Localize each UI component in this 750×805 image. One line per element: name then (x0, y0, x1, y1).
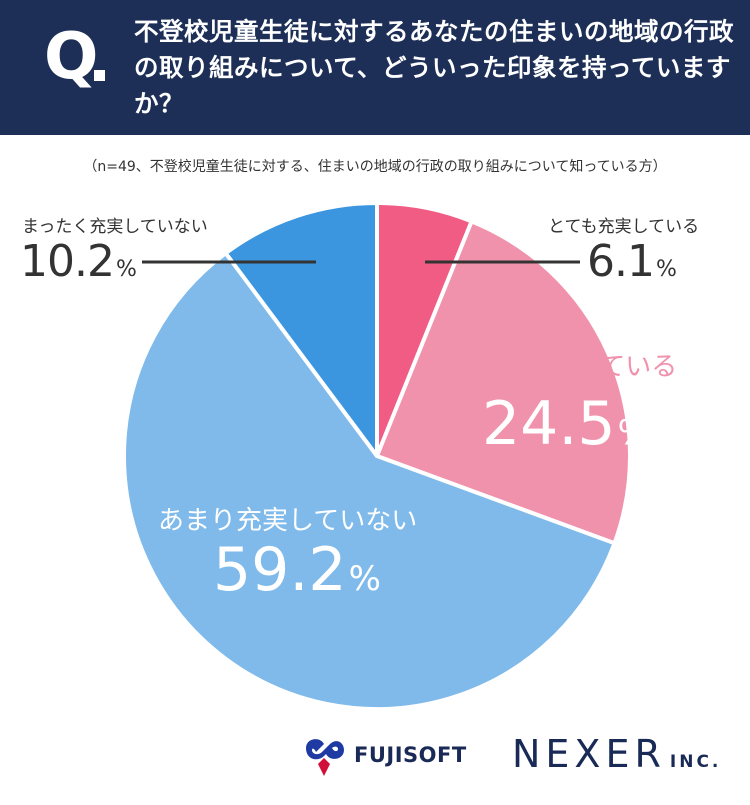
fujisoft-logo: FUJISOFT (302, 732, 467, 778)
pie-slice-not-at-all (223, 201, 379, 458)
pie-slice-not-much (122, 251, 617, 711)
slice-value-very: 6.1% (587, 240, 677, 284)
nexer-logo: NEXER INC. (512, 732, 721, 776)
sample-note: （n=49、不登校児童生徒に対する、住まいの地域の行政の取り組みについて知ってい… (83, 159, 667, 175)
fujisoft-wordmark: FUJISOFT (354, 743, 467, 767)
slice-value-not-at-all-number: 10.2 (20, 236, 115, 287)
slice-label-not-much: あまり充実していない (158, 506, 418, 536)
slice-value-not-much-unit: % (348, 559, 381, 599)
slice-value-not-at-all-unit: % (115, 257, 137, 282)
slice-label-very: とても充実している (548, 217, 700, 237)
nexer-suffix: INC. (669, 752, 722, 772)
slice-value-not-much: 59.2% (213, 538, 381, 602)
slice-value-somewhat-unit: % (617, 413, 650, 453)
slice-label-somewhat: ある程度充実している (418, 352, 678, 382)
slice-value-somewhat-number: 24.5 (482, 389, 616, 459)
q-dot (94, 70, 105, 81)
question-text: 不登校児童生徒に対するあなたの住まいの地域の行政の取り組みについて、どういった印… (134, 17, 734, 118)
slice-value-somewhat: 24.5% (482, 392, 650, 456)
slice-value-very-unit: % (655, 257, 677, 282)
slice-value-very-number: 6.1 (587, 236, 655, 287)
q-letter: Q (44, 20, 99, 94)
pie-slice-somewhat (375, 219, 632, 546)
slice-label-not-at-all: まったく充実していない (22, 217, 208, 237)
slice-value-not-at-all: 10.2% (20, 240, 137, 284)
nexer-wordmark: NEXER (512, 732, 666, 776)
question-header: Q 不登校児童生徒に対するあなたの住まいの地域の行政の取り組みについて、どういっ… (0, 0, 750, 135)
fujisoft-mark-icon (306, 739, 344, 776)
slice-value-not-much-number: 59.2 (213, 535, 347, 605)
